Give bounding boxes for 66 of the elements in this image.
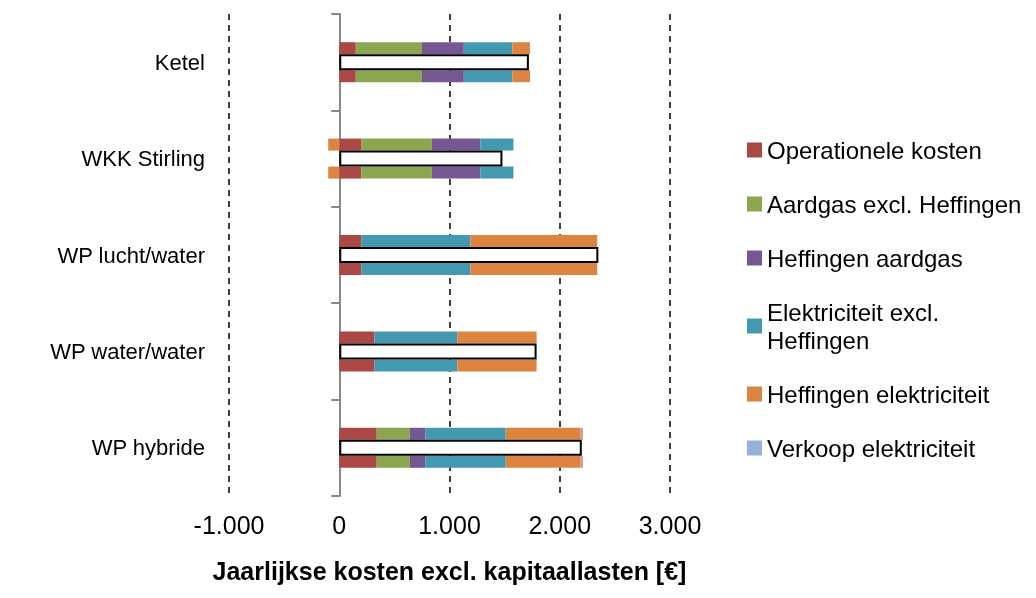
bar [463,70,513,83]
legend-label: Elektriciteit excl. Heffingen [767,298,946,354]
y-tick-label: WKK Stirling [81,146,205,172]
bar [339,427,377,440]
bar [431,166,481,179]
bar [425,455,506,468]
bar [580,455,583,468]
bar [339,263,362,275]
bar [470,235,598,247]
bar [480,138,514,151]
legend-label: Heffingen aardgas [767,244,963,272]
x-tick-label: -1.000 [193,510,265,539]
bar [512,70,530,83]
x-tick-label: 0 [332,510,347,539]
bar [339,343,537,360]
legend-label: Verkoop elektriciteit [767,434,976,462]
bar [339,150,503,167]
bar [361,235,471,247]
y-tick-label: WP hybride [91,435,205,461]
x-tick-label: 2.000 [528,510,592,539]
bar [339,70,356,83]
legend-label: Operationele kosten [767,136,982,164]
x-tick-label: 3.000 [638,510,702,539]
bar [457,359,537,372]
bar [505,427,581,440]
legend-label: Heffingen elektriciteit [767,380,990,408]
bar [470,263,598,275]
bar [355,42,422,55]
bar [376,427,410,440]
bar [431,138,481,151]
bar [421,70,464,83]
bar [339,439,582,456]
bar [339,54,529,71]
bar [374,331,458,344]
bar [339,138,362,151]
bar [425,427,506,440]
y-tick-label: WP water/water [50,338,205,364]
bar [339,455,377,468]
bar [580,427,583,440]
bar [409,427,426,440]
bar [339,331,375,344]
bar [361,166,432,179]
bar [328,138,340,151]
bar [505,455,581,468]
x-axis-title: Jaarlijkse kosten excl. kapitaallasten [€] [212,556,687,585]
y-tick-label: WP lucht/water [57,242,205,268]
bar [421,42,464,55]
bar [339,166,362,179]
y-tick-label: Ketel [154,49,205,75]
bar [328,166,340,179]
x-tick-label: 1.000 [418,510,481,539]
bar [339,359,375,372]
bar [339,42,356,55]
bar [361,263,471,275]
bar [376,455,410,468]
bar [355,70,422,83]
bar [463,42,513,55]
bar [361,138,432,151]
bar [480,166,514,179]
bar [339,247,599,263]
bar [512,42,530,55]
bar [374,359,458,372]
legend-label: Aardgas excl. Heffingen [767,190,1022,218]
bar [339,235,362,247]
bar [409,455,426,468]
bar [457,331,537,344]
